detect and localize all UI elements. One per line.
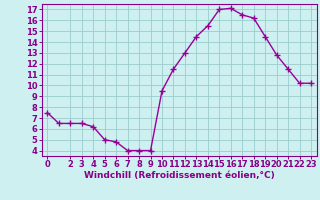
X-axis label: Windchill (Refroidissement éolien,°C): Windchill (Refroidissement éolien,°C) — [84, 171, 275, 180]
